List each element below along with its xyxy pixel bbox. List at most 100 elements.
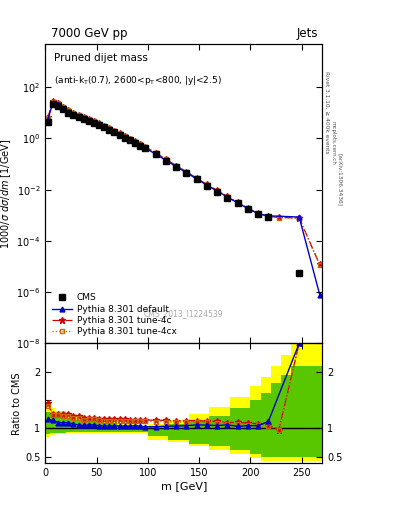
CMS bbox=[71, 112, 76, 118]
CMS bbox=[256, 211, 261, 218]
Line: CMS: CMS bbox=[45, 101, 302, 275]
Text: [arXiv:1306.3436]: [arXiv:1306.3436] bbox=[337, 153, 342, 206]
CMS bbox=[184, 170, 189, 176]
Pythia 8.301 default bbox=[122, 134, 127, 140]
Pythia 8.301 default bbox=[235, 200, 240, 206]
Pythia 8.301 tune-4c bbox=[225, 194, 230, 200]
Pythia 8.301 tune-4c bbox=[246, 205, 250, 211]
Pythia 8.301 default bbox=[184, 169, 189, 176]
Text: CMS_2013_I1224539: CMS_2013_I1224539 bbox=[144, 309, 224, 318]
CMS bbox=[102, 124, 107, 131]
Pythia 8.301 default bbox=[66, 109, 71, 115]
CMS bbox=[138, 142, 143, 148]
Pythia 8.301 default bbox=[107, 126, 112, 133]
Pythia 8.301 default bbox=[76, 113, 81, 119]
Pythia 8.301 tune-4c bbox=[127, 136, 132, 142]
Pythia 8.301 default bbox=[71, 111, 76, 117]
Pythia 8.301 tune-4cx bbox=[225, 194, 230, 200]
Pythia 8.301 tune-4cx bbox=[61, 104, 66, 110]
Text: Pruned dijet mass: Pruned dijet mass bbox=[53, 53, 147, 62]
Pythia 8.301 tune-4c bbox=[235, 199, 240, 205]
Pythia 8.301 tune-4c bbox=[204, 181, 209, 187]
Pythia 8.301 tune-4c bbox=[215, 187, 219, 194]
Pythia 8.301 tune-4cx bbox=[102, 123, 107, 129]
Pythia 8.301 tune-4cx bbox=[112, 128, 117, 134]
Pythia 8.301 tune-4cx bbox=[132, 138, 137, 144]
Pythia 8.301 default bbox=[92, 119, 96, 125]
Pythia 8.301 tune-4c bbox=[194, 175, 199, 181]
Pythia 8.301 tune-4cx bbox=[317, 262, 322, 268]
Pythia 8.301 tune-4c bbox=[97, 120, 101, 126]
CMS bbox=[122, 135, 127, 141]
Pythia 8.301 default bbox=[174, 163, 178, 169]
Pythia 8.301 tune-4cx bbox=[235, 200, 240, 206]
Line: Pythia 8.301 tune-4cx: Pythia 8.301 tune-4cx bbox=[45, 99, 322, 268]
Pythia 8.301 tune-4cx bbox=[256, 210, 261, 217]
Y-axis label: Ratio to CMS: Ratio to CMS bbox=[12, 372, 22, 435]
CMS bbox=[112, 130, 117, 136]
Pythia 8.301 tune-4c bbox=[153, 150, 158, 156]
Pythia 8.301 tune-4cx bbox=[163, 156, 168, 162]
Pythia 8.301 tune-4c bbox=[132, 138, 137, 144]
Pythia 8.301 default bbox=[138, 142, 143, 148]
Pythia 8.301 default bbox=[215, 188, 219, 194]
Pythia 8.301 default bbox=[153, 151, 158, 157]
Pythia 8.301 default bbox=[112, 129, 117, 135]
CMS bbox=[86, 118, 91, 124]
Pythia 8.301 tune-4c bbox=[174, 162, 178, 168]
Text: mcplots.cern.ch: mcplots.cern.ch bbox=[330, 121, 335, 165]
Pythia 8.301 tune-4c bbox=[66, 107, 71, 113]
CMS bbox=[51, 101, 55, 107]
CMS bbox=[61, 106, 66, 113]
CMS bbox=[81, 116, 86, 122]
Line: Pythia 8.301 default: Pythia 8.301 default bbox=[45, 100, 322, 297]
Pythia 8.301 tune-4cx bbox=[107, 125, 112, 132]
Pythia 8.301 default bbox=[81, 115, 86, 121]
Pythia 8.301 default bbox=[97, 121, 101, 127]
Line: Pythia 8.301 tune-4c: Pythia 8.301 tune-4c bbox=[45, 98, 323, 268]
CMS bbox=[97, 122, 101, 128]
CMS bbox=[235, 200, 240, 206]
CMS bbox=[174, 164, 178, 170]
Text: 7000 GeV pp: 7000 GeV pp bbox=[51, 27, 128, 40]
Pythia 8.301 default bbox=[46, 117, 50, 123]
Y-axis label: $1000/\sigma\ d\sigma/dm\ \mathrm{[1/GeV]}$: $1000/\sigma\ d\sigma/dm\ \mathrm{[1/GeV… bbox=[0, 138, 13, 249]
CMS bbox=[117, 132, 122, 138]
Pythia 8.301 default bbox=[117, 132, 122, 138]
Pythia 8.301 tune-4cx bbox=[51, 99, 55, 105]
Pythia 8.301 tune-4cx bbox=[97, 120, 101, 126]
Pythia 8.301 tune-4cx bbox=[194, 175, 199, 181]
CMS bbox=[225, 195, 230, 201]
CMS bbox=[194, 177, 199, 183]
Pythia 8.301 tune-4c bbox=[184, 168, 189, 175]
CMS bbox=[153, 151, 158, 157]
Pythia 8.301 default bbox=[127, 137, 132, 143]
Pythia 8.301 tune-4c bbox=[256, 210, 261, 217]
Pythia 8.301 tune-4cx bbox=[246, 205, 250, 211]
Pythia 8.301 tune-4c bbox=[86, 116, 91, 122]
Pythia 8.301 default bbox=[143, 145, 148, 151]
CMS bbox=[297, 269, 301, 275]
CMS bbox=[46, 118, 50, 124]
Pythia 8.301 tune-4c bbox=[317, 262, 322, 268]
Pythia 8.301 tune-4c bbox=[266, 214, 271, 220]
Pythia 8.301 default bbox=[163, 157, 168, 163]
CMS bbox=[66, 110, 71, 116]
Pythia 8.301 default bbox=[297, 214, 301, 220]
Pythia 8.301 tune-4cx bbox=[297, 215, 301, 221]
Pythia 8.301 tune-4c bbox=[112, 127, 117, 134]
Pythia 8.301 tune-4c bbox=[51, 98, 55, 104]
Pythia 8.301 tune-4cx bbox=[76, 112, 81, 118]
Pythia 8.301 tune-4c bbox=[138, 141, 143, 147]
Pythia 8.301 default bbox=[246, 205, 250, 211]
Pythia 8.301 tune-4cx bbox=[184, 169, 189, 175]
Pythia 8.301 default bbox=[194, 176, 199, 182]
Pythia 8.301 tune-4c bbox=[297, 215, 301, 221]
CMS bbox=[92, 120, 96, 126]
CMS bbox=[215, 188, 219, 195]
Pythia 8.301 default bbox=[132, 139, 137, 145]
Pythia 8.301 default bbox=[61, 105, 66, 112]
Pythia 8.301 tune-4cx bbox=[122, 133, 127, 139]
Pythia 8.301 default bbox=[204, 182, 209, 188]
Pythia 8.301 tune-4c bbox=[92, 118, 96, 124]
